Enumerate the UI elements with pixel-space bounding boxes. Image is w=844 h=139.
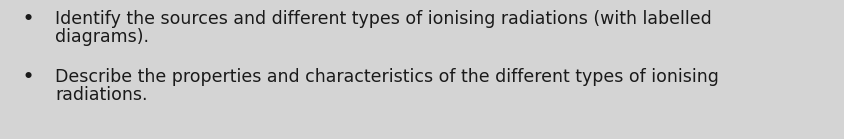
Text: diagrams).: diagrams). [55, 28, 149, 46]
Text: •: • [23, 68, 34, 86]
Text: radiations.: radiations. [55, 86, 148, 104]
Text: Identify the sources and different types of ionising radiations (with labelled: Identify the sources and different types… [55, 10, 711, 28]
Text: Describe the properties and characteristics of the different types of ionising: Describe the properties and characterist… [55, 68, 718, 86]
Text: •: • [23, 10, 34, 28]
